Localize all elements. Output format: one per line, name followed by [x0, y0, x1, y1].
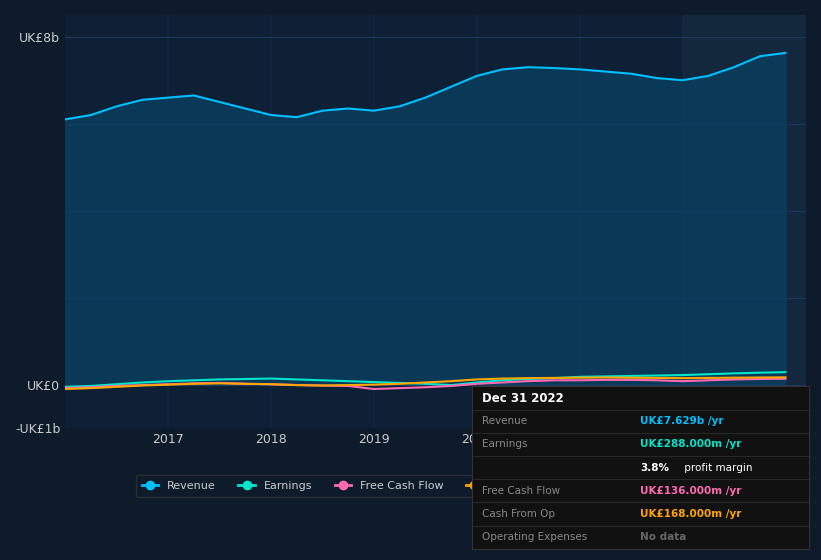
Bar [682, 15, 806, 428]
Legend: Revenue, Earnings, Free Cash Flow, Cash From Op, Operating Expenses: Revenue, Earnings, Free Cash Flow, Cash … [136, 475, 735, 497]
Text: 3.8%: 3.8% [640, 463, 669, 473]
Text: Cash From Op: Cash From Op [482, 509, 555, 519]
Text: UK£7.629b /yr: UK£7.629b /yr [640, 416, 724, 426]
Text: Revenue: Revenue [482, 416, 527, 426]
Text: No data: No data [640, 532, 686, 542]
Text: Free Cash Flow: Free Cash Flow [482, 486, 560, 496]
Text: Operating Expenses: Operating Expenses [482, 532, 587, 542]
Text: UK£168.000m /yr: UK£168.000m /yr [640, 509, 741, 519]
Text: profit margin: profit margin [681, 463, 752, 473]
Text: Dec 31 2022: Dec 31 2022 [482, 391, 564, 404]
Text: UK£288.000m /yr: UK£288.000m /yr [640, 440, 741, 449]
Text: UK£136.000m /yr: UK£136.000m /yr [640, 486, 741, 496]
Text: Earnings: Earnings [482, 440, 528, 449]
